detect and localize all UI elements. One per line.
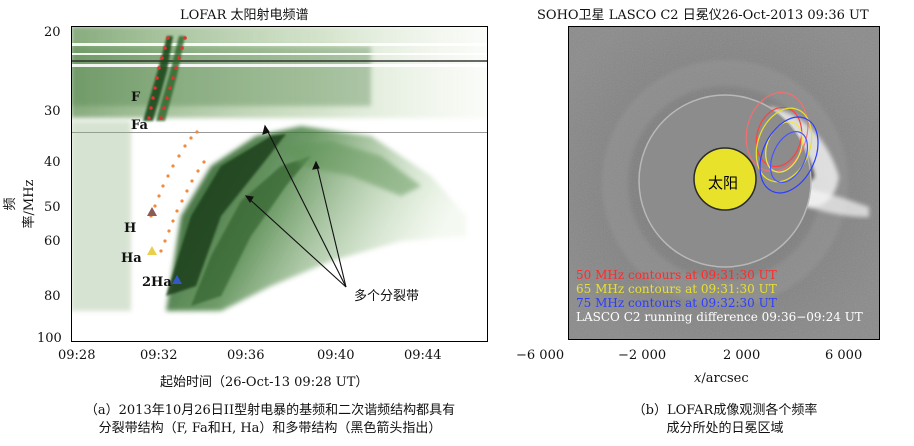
label-2Ha: 2Ha: [142, 275, 172, 290]
legend-65mhz: 65 MHz contours at 09:31:30 UT: [576, 282, 777, 296]
x-tick-0936: 09:36: [227, 348, 265, 363]
x-tick-0940: 09:40: [317, 348, 355, 363]
y-tick-30: 30: [44, 104, 61, 119]
spectrogram-image: [71, 26, 488, 342]
xlabel-x: x: [694, 371, 702, 386]
b-x-tick-m6000: −6 000: [516, 348, 565, 363]
panel-b-caption-line2: 成分所处的日冕区域: [666, 421, 784, 436]
lasco-image: [569, 27, 879, 339]
panel-a-frame: [71, 26, 488, 342]
legend-lasco: LASCO C2 running difference 09:36−09:24 …: [576, 310, 863, 324]
label-Ha: Ha: [121, 251, 142, 266]
b-x-tick-m2000: −2 000: [618, 348, 667, 363]
y-tick-50: 50: [44, 200, 61, 215]
y-tick-80: 80: [44, 289, 61, 304]
x-tick-0932: 09:32: [140, 348, 178, 363]
legend-75mhz: 75 MHz contours at 09:32:30 UT: [576, 296, 777, 310]
panel-a-caption-line2: 分裂带结构（F, Fa和H, Ha）和多带结构（黑色箭头指出）: [98, 421, 442, 436]
panel-b-caption-line1: （b）LOFAR成像观测各个频率: [632, 403, 818, 418]
y-tick-40: 40: [44, 155, 61, 170]
panel-a-xlabel: 起始时间（26-Oct-13 09:28 UT）: [160, 375, 369, 390]
x-tick-0928: 09:28: [58, 348, 96, 363]
label-F: F: [131, 90, 141, 105]
label-multi-bands: 多个分裂带: [354, 289, 420, 304]
panel-b-frame: [568, 26, 880, 340]
panel-a-caption-line1: （a）2013年10月26日II型射电暴的基频和二次谐频结构都具有: [84, 403, 456, 418]
panel-a-ylabel: 频率/MHz: [3, 179, 37, 229]
legend-50mhz: 50 MHz contours at 09:31:30 UT: [576, 268, 777, 282]
label-Fa: Fa: [131, 118, 148, 133]
panel-b-title: SOHO卫星 LASCO C2 日冕仪26-Oct-2013 09:36 UT: [537, 8, 869, 23]
panel-a-title: LOFAR 太阳射电频谱: [180, 8, 309, 23]
xlabel-unit: /arcsec: [701, 371, 749, 386]
b-x-tick-6000: 6 000: [825, 348, 863, 363]
x-tick-0944: 09:44: [404, 348, 442, 363]
b-x-tick-2000: 2 000: [723, 348, 761, 363]
panel-b-xlabel: x/arcsec: [694, 371, 749, 386]
label-H: H: [124, 221, 137, 236]
y-tick-20: 20: [44, 25, 61, 40]
sun-label: 太阳: [708, 174, 739, 192]
y-tick-100: 100: [37, 331, 62, 346]
y-tick-60: 60: [44, 234, 61, 249]
